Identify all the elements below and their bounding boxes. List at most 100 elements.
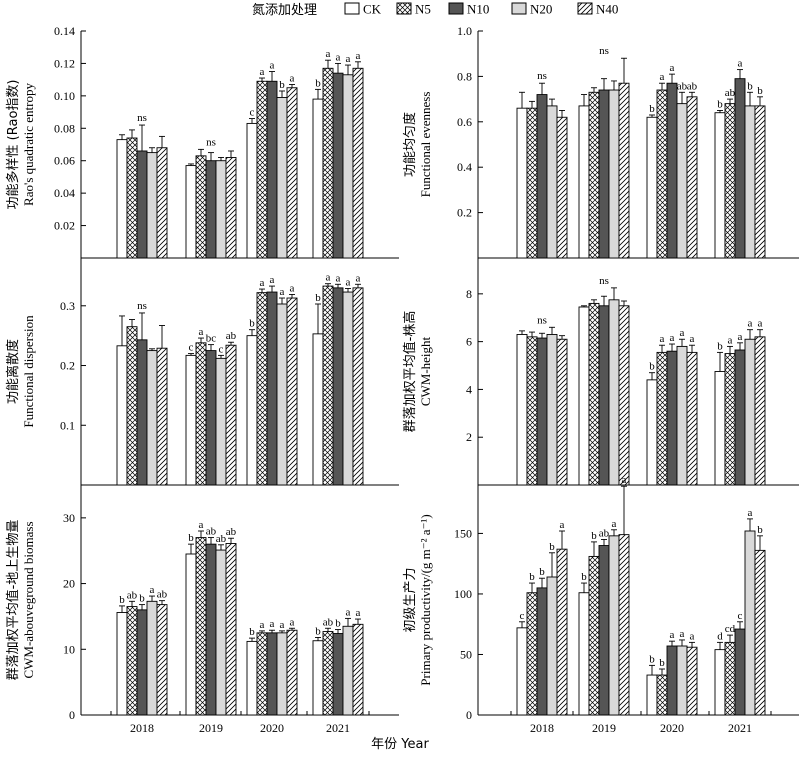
- legend-items: CK N5 N10 N20 N40: [344, 2, 618, 17]
- bar-n10-2018: [536, 337, 548, 486]
- bar-ck-2019: [185, 354, 197, 486]
- bar-ck-2018: [516, 107, 528, 259]
- bar-n20-2021: [744, 338, 756, 486]
- significance-letter: b: [649, 653, 655, 665]
- significance-letter: a: [290, 282, 295, 294]
- bar-n20-2020: [276, 97, 288, 259]
- bar-ck-2019: [578, 592, 590, 716]
- significance-letter: b: [649, 103, 655, 115]
- significance-letter: b: [581, 571, 587, 583]
- significance-letter: a: [660, 71, 665, 83]
- bar-n10-2019: [205, 350, 217, 486]
- bar-n40-2020: [686, 96, 698, 259]
- significance-letter: a: [346, 606, 351, 618]
- panel-biomass: 0 10 20 30 群落加权平均值-地上生物量 CWM-abouveground bio…: [5, 485, 399, 735]
- x-tick-label: 2018: [530, 721, 554, 735]
- significance-letter: ab: [725, 87, 736, 99]
- bar-n5-2019: [195, 155, 207, 259]
- bar-ck-2018: [116, 139, 128, 259]
- significance-letter: a: [270, 618, 275, 630]
- bar-n10-2019: [205, 543, 217, 716]
- bar-n40-2018: [156, 147, 168, 259]
- significance-letter: b: [649, 361, 655, 373]
- significance-letter: cd: [725, 623, 736, 635]
- significance-letter: b: [591, 530, 597, 542]
- significance-letter: ab: [599, 527, 610, 539]
- bar-ck-2021: [312, 98, 324, 259]
- bar-n40-2020: [286, 297, 298, 486]
- significance-letter: a: [680, 327, 685, 339]
- y-tick-label: 1.0: [457, 24, 472, 38]
- bar-n40-2018: [556, 338, 568, 486]
- bar-n40-2019: [618, 305, 630, 486]
- bar-n5-2020: [256, 632, 268, 716]
- bar-ck-2021: [714, 649, 726, 716]
- x-tick-label: 2020: [260, 721, 284, 735]
- significance-letter: b: [717, 98, 723, 110]
- y-axis-label-cn: 功能均匀度: [402, 112, 418, 177]
- bar-n5-2020: [256, 292, 268, 486]
- significance-letter: a: [270, 274, 275, 286]
- bar-ck-2018: [116, 345, 128, 486]
- bar-n5-2018: [126, 606, 138, 716]
- bar-n20-2018: [546, 105, 558, 259]
- significance-ns: ns: [599, 45, 609, 57]
- y-tick-label: 0.8: [457, 69, 472, 83]
- bar-n10-2021: [332, 72, 344, 259]
- significance-letter: a: [346, 276, 351, 288]
- y-tick-label: 20: [63, 577, 75, 591]
- significance-letter: ab: [677, 80, 688, 92]
- bar-ck-2018: [116, 612, 128, 716]
- significance-letter: b: [188, 532, 194, 544]
- significance-letter: a: [622, 474, 627, 486]
- y-axis-label-en: Rao's quadratic entropy: [21, 83, 36, 206]
- bar-ck-2021: [312, 333, 324, 486]
- significance-letter: b: [249, 318, 255, 330]
- significance-letter: b: [529, 571, 535, 583]
- y-tick-label: 0.1: [60, 418, 75, 432]
- bar-n5-2018: [126, 137, 138, 259]
- significance-letter: a: [660, 333, 665, 345]
- bar-n10-2018: [536, 94, 548, 259]
- bar-n20-2021: [744, 530, 756, 716]
- bar-ck-2020: [646, 674, 658, 716]
- bar-n5-2020: [656, 674, 668, 716]
- significance-letter: a: [260, 277, 265, 289]
- y-tick-label: 50: [460, 647, 472, 661]
- bar-ck-2020: [646, 379, 658, 486]
- y-tick-label: 0.12: [54, 56, 75, 70]
- significance-letter: b: [279, 79, 285, 91]
- x-tick-label: 2021: [728, 721, 752, 735]
- significance-letter: b: [659, 657, 665, 669]
- y-tick-label: 30: [63, 511, 75, 525]
- y-tick-label: 0.2: [60, 359, 75, 373]
- bar-n5-2021: [724, 641, 736, 716]
- bar-ck-2021: [714, 112, 726, 259]
- y-axis-label-en: Functional evenness: [418, 92, 433, 198]
- y-axis-label-cn: 功能多样性 (Rao指数): [5, 80, 21, 210]
- bar-n20-2021: [342, 625, 354, 716]
- bar-n10-2019: [205, 160, 217, 259]
- y-tick-label: 0.10: [54, 89, 75, 103]
- bar-n10-2019: [598, 305, 610, 486]
- significance-letter: d: [717, 630, 723, 642]
- significance-letter: b: [747, 80, 753, 92]
- significance-letter: a: [260, 66, 265, 78]
- significance-letter: b: [139, 593, 145, 605]
- bar-n5-2018: [126, 326, 138, 486]
- bar-n20-2019: [608, 535, 620, 716]
- bar-ck-2021: [312, 640, 324, 716]
- bar-n10-2020: [666, 350, 678, 486]
- panel-fe: 0.2 0.4 0.6 0.8 1.0 功能均匀度 Functional evenness n…: [402, 24, 799, 259]
- significance-letter: ab: [226, 526, 237, 538]
- significance-letter: a: [738, 58, 743, 70]
- significance-letter: a: [748, 507, 753, 519]
- bar-n40-2020: [286, 629, 298, 716]
- significance-letter: ab: [323, 616, 334, 628]
- significance-letter: a: [670, 332, 675, 344]
- bar-n40-2021: [352, 287, 364, 486]
- y-axis-label-cn: 群落加权平均值-株高: [402, 311, 418, 433]
- bar-n5-2018: [526, 592, 538, 716]
- bar-n20-2018: [146, 152, 158, 259]
